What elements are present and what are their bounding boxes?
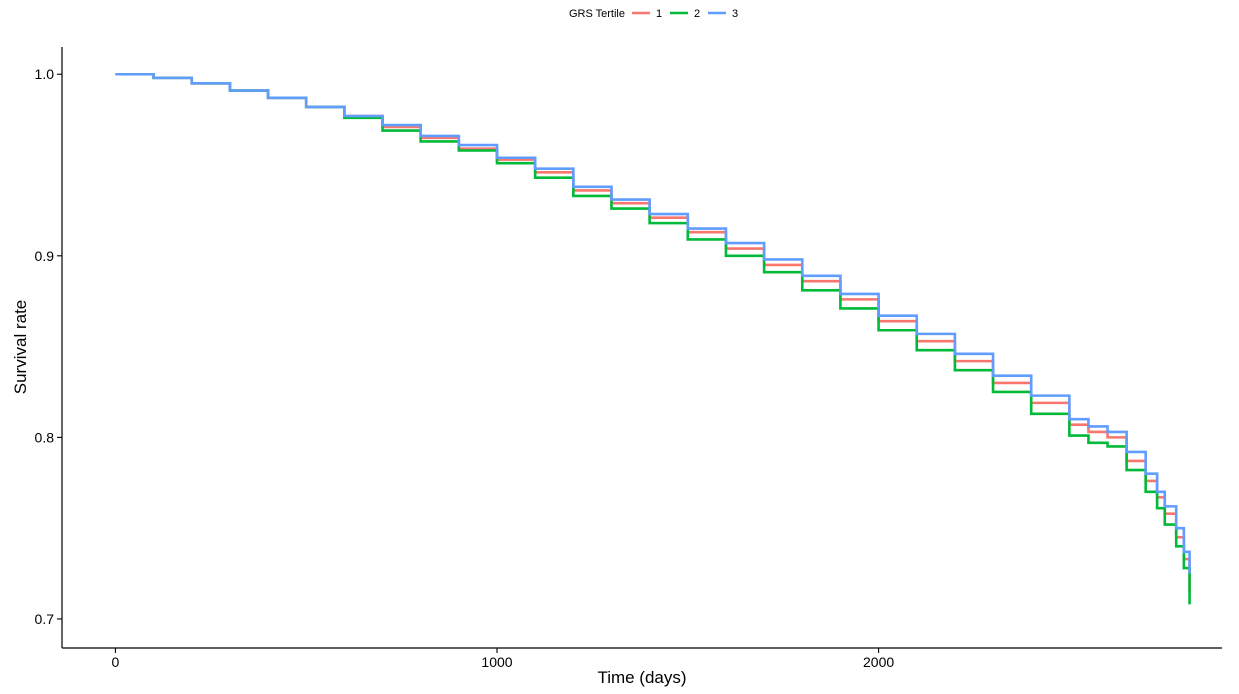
x-tick-label: 1000: [481, 654, 512, 670]
y-axis-ticks: 0.7 0.8 0.9 1.0: [35, 66, 62, 627]
y-tick-label: 0.9: [35, 248, 55, 264]
series-line-2: [115, 72, 1191, 605]
x-axis-title: Time (days): [597, 668, 686, 687]
legend-title: GRS Tertile: [569, 8, 625, 20]
x-tick-label: 0: [112, 654, 120, 670]
legend-label-1: 1: [656, 8, 662, 20]
legend-label-2: 2: [694, 8, 700, 20]
x-tick-label: 2000: [863, 654, 894, 670]
series-line-3: [115, 72, 1191, 574]
legend-label-3: 3: [732, 8, 738, 20]
y-tick-label: 0.8: [35, 429, 55, 445]
x-axis-ticks: 0 1000 2000: [112, 648, 894, 670]
series-line-1: [115, 72, 1191, 592]
plot-area: 0.7 0.8 0.9 1.0 0 1000 2000: [35, 47, 1222, 670]
y-axis-title: Survival rate: [11, 300, 30, 394]
series-layer: [115, 72, 1191, 605]
y-tick-label: 1.0: [35, 66, 55, 82]
y-tick-label: 0.7: [35, 611, 55, 627]
legend: GRS Tertile 1 2 3: [569, 8, 738, 20]
